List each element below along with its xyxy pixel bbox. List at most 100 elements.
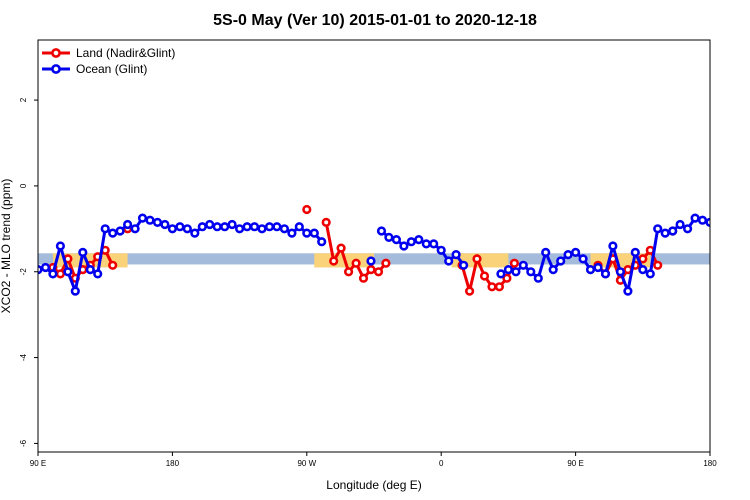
data-point [421, 239, 431, 249]
data-point [336, 243, 346, 253]
x-tick-label: 0 [439, 459, 444, 468]
data-point [509, 258, 520, 268]
data-point [541, 247, 551, 257]
data-point [100, 224, 110, 234]
data-point [414, 235, 424, 245]
data-point [145, 215, 155, 225]
data-point [653, 224, 663, 234]
legend-label: Ocean (Glint) [76, 62, 147, 76]
data-point [108, 260, 118, 270]
data-point [344, 267, 354, 277]
data-point [690, 213, 700, 223]
data-point [329, 256, 339, 266]
x-tick-label: 90 W [297, 459, 316, 468]
data-point [48, 269, 58, 279]
data-point [294, 222, 304, 232]
data-point [93, 269, 103, 279]
data-point [85, 265, 95, 275]
data-point [472, 254, 482, 264]
data-point [496, 269, 506, 279]
data-point [122, 219, 133, 230]
data-point [235, 224, 245, 234]
data-point [578, 254, 588, 264]
x-tick-label: 90 E [567, 459, 583, 468]
chart-title: 5S-0 May (Ver 10) 2015-01-01 to 2020-12-… [213, 12, 537, 29]
data-point [321, 217, 331, 227]
data-point [533, 273, 543, 283]
data-point [391, 235, 402, 245]
data-point [615, 267, 626, 277]
data-point [511, 267, 521, 277]
data-point [668, 226, 678, 236]
data-point [556, 256, 566, 266]
x-tick-label: 180 [703, 459, 717, 468]
data-point [197, 222, 207, 232]
data-point [366, 256, 376, 266]
data-point [384, 232, 394, 242]
data-point [570, 247, 581, 257]
data-point [108, 228, 118, 238]
data-point [287, 228, 297, 238]
data-point [459, 260, 469, 270]
x-tick-label: 90 E [30, 459, 46, 468]
data-point [78, 247, 88, 257]
data-point [436, 245, 446, 255]
data-point [675, 219, 685, 230]
data-point [444, 256, 454, 266]
data-point [115, 226, 125, 236]
data-point [494, 282, 505, 292]
y-axis: 2 0 -2 -4 -6 [19, 97, 38, 447]
data-point [465, 286, 475, 296]
data-point [682, 224, 693, 234]
data-point [638, 265, 648, 275]
data-point [70, 286, 80, 296]
data-point [381, 258, 391, 268]
legend-item: Ocean (Glint) [42, 62, 147, 76]
data-point [714, 221, 721, 228]
data-point [518, 260, 528, 270]
data-point [130, 224, 140, 234]
y-axis-label: XCO2 - MLO trend (ppm) [0, 179, 13, 314]
plot-frame [37, 39, 711, 453]
data-point [705, 217, 710, 227]
data-point [63, 267, 73, 277]
data-point [279, 224, 290, 234]
data-point [623, 286, 633, 296]
data-point [190, 228, 200, 238]
data-point [399, 241, 409, 251]
data-point [167, 224, 177, 234]
data-point [205, 219, 215, 230]
data-point [608, 241, 618, 251]
data-point [55, 241, 66, 251]
data-point [630, 247, 640, 257]
legend-label: Land (Nadir&Glint) [76, 46, 175, 60]
data-point [40, 262, 51, 273]
data-point [264, 222, 275, 232]
data-point [309, 228, 319, 238]
data-point [660, 228, 670, 238]
data-point [600, 269, 611, 279]
data-point [406, 237, 416, 247]
data-point [503, 265, 514, 275]
data-point [272, 222, 282, 232]
data-point [220, 222, 230, 232]
x-axis: 90 E 180 90 W 0 90 E 180 [30, 452, 717, 468]
data-point [593, 262, 603, 273]
data-point [242, 222, 252, 232]
data-point [429, 239, 439, 249]
y-tick-label: 2 [19, 97, 28, 102]
data-point [227, 219, 237, 230]
data-point [653, 260, 663, 270]
y-tick-label: 0 [19, 183, 28, 188]
data-point [376, 226, 387, 236]
x-tick-label: 180 [166, 459, 180, 468]
y-tick-label: -2 [19, 268, 28, 276]
data-point [317, 237, 327, 247]
data-point [487, 282, 497, 292]
data-point [366, 265, 376, 275]
data-point [479, 271, 490, 281]
y-tick-label: -6 [19, 439, 28, 447]
data-point [175, 222, 185, 232]
data-point [212, 222, 222, 232]
